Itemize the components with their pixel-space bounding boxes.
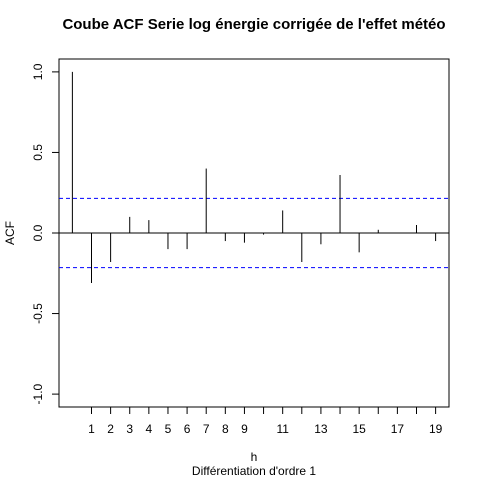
x-axis-label: h bbox=[251, 450, 258, 464]
x-tick-label: 7 bbox=[203, 422, 210, 436]
y-axis: -1.0 -0.5 0.0 0.5 1.0 bbox=[31, 63, 59, 404]
x-tick-label: 13 bbox=[314, 422, 328, 436]
chart-title: Coube ACF Serie log énergie corrigée de … bbox=[62, 16, 445, 33]
x-tick-label: 6 bbox=[184, 422, 191, 436]
y-tick-label: 0.0 bbox=[31, 224, 45, 241]
x-tick-label: 15 bbox=[352, 422, 366, 436]
x-axis-subtitle: Différentiation d'ordre 1 bbox=[192, 464, 316, 478]
x-tick-label: 9 bbox=[241, 422, 248, 436]
x-tick-label: 1 bbox=[88, 422, 95, 436]
y-axis-label: ACF bbox=[3, 221, 17, 245]
y-tick-label: -0.5 bbox=[31, 303, 45, 324]
x-tick-label: 19 bbox=[429, 422, 443, 436]
x-tick-label: 4 bbox=[146, 422, 153, 436]
x-tick-label: 3 bbox=[126, 422, 133, 436]
acf-spikes bbox=[72, 72, 435, 283]
y-tick-label: 1.0 bbox=[31, 63, 45, 80]
y-tick-label: -1.0 bbox=[31, 383, 45, 404]
x-tick-label: 2 bbox=[107, 422, 114, 436]
x-tick-label: 17 bbox=[391, 422, 405, 436]
x-tick-label: 11 bbox=[276, 422, 289, 436]
x-axis: 1 2 3 4 5 6 7 8 9 11 13 15 17 19 bbox=[88, 407, 442, 436]
y-tick-label: 0.5 bbox=[31, 144, 45, 161]
x-tick-label: 8 bbox=[222, 422, 229, 436]
x-tick-label: 5 bbox=[165, 422, 172, 436]
